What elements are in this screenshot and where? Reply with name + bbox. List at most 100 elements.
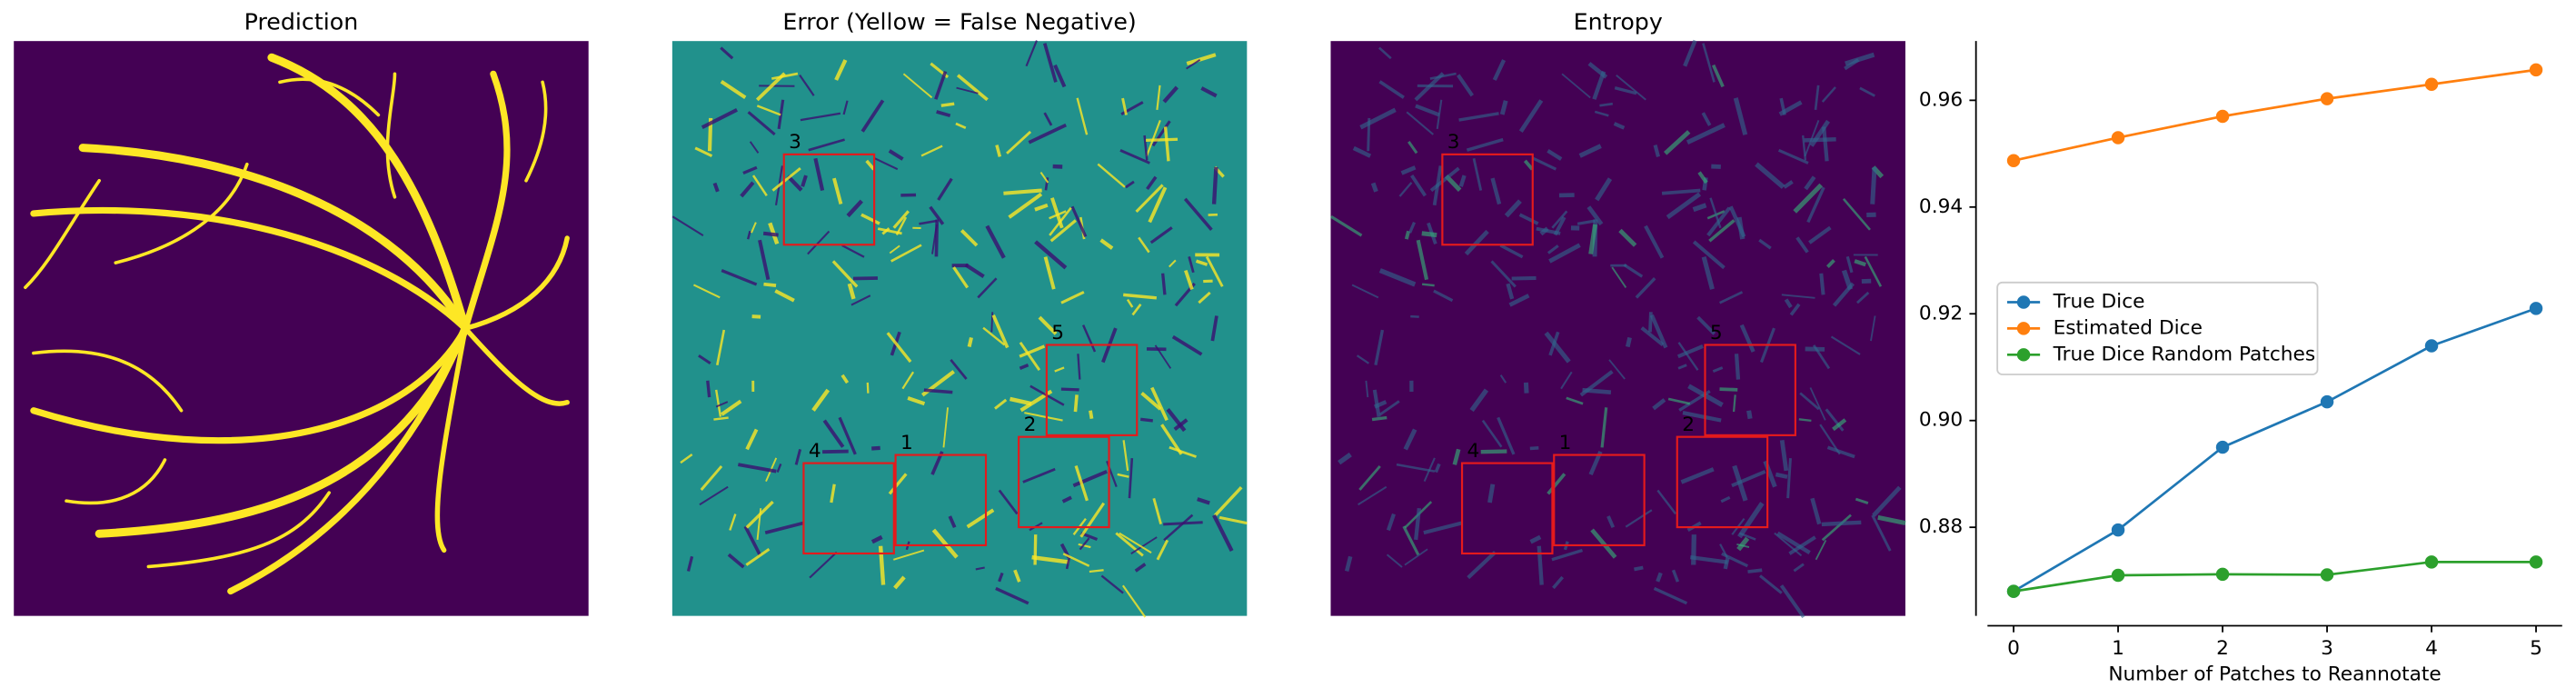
entropy-stroke [1504,199,1522,218]
series-point [2111,568,2125,583]
error-stroke [1146,175,1158,190]
error-stroke [841,244,865,258]
entropy-stroke [1758,238,1772,250]
patch-label: 3 [1447,131,1460,154]
error-stroke [934,70,948,100]
patch-label: 2 [1682,414,1695,436]
entropy-stroke [1372,389,1381,417]
patch-box [1676,435,1769,529]
error-stroke [1166,408,1187,433]
entropy-stroke [1374,329,1385,366]
error-stroke [1128,458,1134,499]
entropy-stroke [1739,324,1755,353]
entropy-stroke [1458,112,1499,122]
error-stroke [807,230,830,255]
entropy-stroke [1616,75,1646,101]
error-stroke [895,216,908,236]
entropy-stroke [1821,514,1852,542]
error-stroke [1146,137,1179,142]
error-stroke [1076,97,1089,135]
patch-label: 5 [1051,322,1064,344]
error-stroke [931,528,959,559]
error-stroke [1115,532,1144,557]
entropy-stroke [1701,112,1712,126]
error-stroke [901,371,915,390]
series-point [2006,154,2021,167]
y-tick-label: 0.90 [1919,409,1963,432]
entropy-stroke [1872,485,1902,517]
error-stroke [950,359,968,380]
legend-label: True Dice [2053,290,2145,313]
series-point [2320,92,2334,105]
entropy-stroke [1338,452,1352,465]
entropy-stroke [1537,545,1544,585]
error-stroke [975,566,985,571]
entropy-stroke [1408,221,1417,234]
entropy-stroke [1781,294,1815,299]
x-axis-label: Number of Patches to Reannotate [2108,663,2441,686]
error-stroke [721,269,758,286]
error-stroke [886,332,912,364]
error-stroke [870,534,883,544]
error-image [671,41,1248,616]
entropy-stroke [1373,400,1387,409]
error-stroke [967,336,973,348]
error-stroke [889,244,900,254]
entropy-stroke [1775,472,1788,479]
error-stroke [1143,135,1149,161]
entropy-stroke [1487,484,1496,504]
entropy-stroke [1830,335,1861,355]
error-stroke [800,112,841,122]
error-stroke [751,174,768,197]
entropy-stroke [1599,102,1614,107]
entropy-stroke [1344,555,1353,573]
error-stroke [1089,410,1094,420]
error-stroke [686,555,694,572]
error-stroke [729,514,737,531]
error-stroke [813,157,825,192]
entropy-stroke [1434,463,1441,474]
entropy-stroke [1588,224,1597,254]
entropy-stroke [1469,388,1489,413]
entropy-stroke [1423,521,1463,535]
entropy-stroke [1793,183,1824,214]
entropy-stroke [1656,572,1663,583]
error-stroke [920,145,943,157]
error-stroke [771,167,801,192]
error-stroke [1050,197,1064,229]
error-stroke [721,399,742,416]
error-stroke [1028,123,1067,145]
entropy-stroke [1410,174,1427,197]
error-stroke [1034,203,1049,212]
error-stroke [892,210,910,229]
entropy-stroke [1523,382,1529,394]
y-tick-label: 0.88 [1919,515,1963,538]
entropy-stroke [1594,110,1609,117]
entropy-stroke [1547,244,1559,254]
entropy-stroke [1809,387,1826,421]
error-stroke [1078,543,1091,549]
error-stroke [1019,341,1041,372]
error-stroke [1010,396,1032,406]
error-stroke [1100,574,1124,594]
entropy-stroke [1414,507,1422,541]
error-stroke [747,111,776,136]
error-stroke [1061,495,1072,504]
entropy-stroke [1592,70,1606,100]
error-stroke [1123,293,1158,300]
series-point [2424,555,2439,569]
error-stroke [1171,334,1203,356]
entropy-stroke [1523,159,1534,171]
entropy-stroke [1680,467,1715,484]
entropy-stroke [1789,303,1801,316]
error-stroke [1218,515,1248,525]
error-stroke [777,99,785,130]
entropy-stroke [1644,224,1665,259]
entropy-stroke [1808,225,1832,244]
error-stroke [1043,112,1053,126]
entropy-stroke [1821,520,1862,527]
entropy-stroke [1623,263,1644,278]
entropy-stroke [1634,565,1644,572]
error-stroke [850,294,871,306]
entropy-stroke [1841,269,1854,291]
